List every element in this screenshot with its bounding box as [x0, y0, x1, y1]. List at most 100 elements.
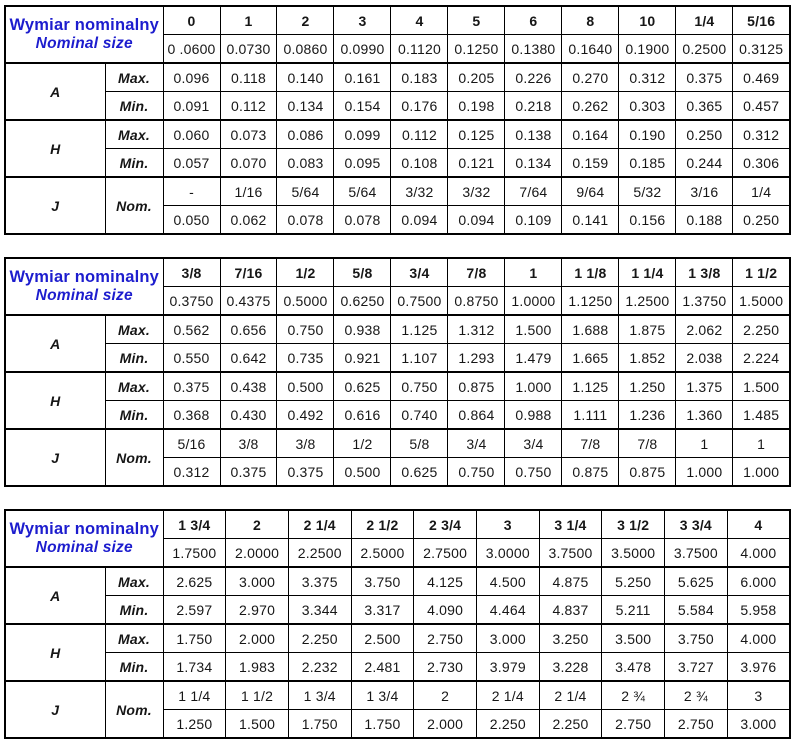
min-label-cell: Min.	[104, 595, 164, 625]
value-cell: 0.140	[276, 62, 335, 92]
min-label-cell: Min.	[104, 343, 164, 373]
header-label-polish: Wymiar nominalny	[9, 16, 160, 34]
value-cell: 1.293	[447, 343, 506, 373]
size-header-cell: 3 3/4	[664, 509, 728, 539]
value-cell: 0.073	[219, 119, 278, 149]
value-cell: 0.368	[162, 400, 221, 430]
value-cell: 0.988	[504, 400, 563, 430]
min-label-cell: Min.	[104, 652, 164, 682]
value-cell: 3/4	[447, 428, 506, 458]
value-cell: 3.750	[350, 566, 415, 596]
size-decimal-cell: 0.7500	[390, 286, 449, 316]
value-cell: 4.837	[538, 595, 603, 625]
size-header-cell: 4	[726, 509, 791, 539]
value-cell: 3.375	[287, 566, 352, 596]
min-label-cell: Min.	[104, 91, 164, 121]
size-header-cell: 10	[618, 5, 677, 35]
nominal-size-table-2: Wymiar nominalny Nominal size 3/8 7/16 1/2 5/…	[4, 257, 791, 487]
value-cell: 0.375	[675, 62, 734, 92]
dimension-label-cell-h: H	[4, 623, 106, 682]
value-cell: 0.164	[561, 119, 620, 149]
value-cell: 0.250	[732, 205, 791, 235]
value-cell: 0.562	[162, 314, 221, 344]
value-cell: 4.875	[538, 566, 603, 596]
size-decimal-cell: 0.3125	[732, 34, 791, 64]
value-cell: 0.134	[276, 91, 335, 121]
value-cell: 0.750	[390, 371, 449, 401]
size-decimal-cell: 0.5000	[276, 286, 335, 316]
value-cell: 0.060	[162, 119, 221, 149]
value-cell: 2.625	[162, 566, 227, 596]
value-cell: 0.057	[162, 148, 221, 178]
value-cell: 1.250	[618, 371, 677, 401]
min-label-cell: Min.	[104, 400, 164, 430]
value-cell: 1.125	[561, 371, 620, 401]
size-decimal-cell: 0.1250	[447, 34, 506, 64]
max-label-cell: Max.	[104, 566, 164, 596]
value-cell: 4.000	[726, 623, 791, 653]
dimension-label-cell-h: H	[4, 119, 106, 178]
size-header-cell: 1/4	[675, 5, 734, 35]
value-cell: 0.875	[561, 457, 620, 487]
dimension-label-cell-a: A	[4, 566, 106, 625]
size-decimal-cell: 2.0000	[225, 538, 289, 568]
value-cell: 1.479	[504, 343, 563, 373]
value-cell: 3	[726, 680, 791, 710]
value-cell: 4.464	[475, 595, 540, 625]
value-cell: 0.190	[618, 119, 677, 149]
value-cell: 1.000	[504, 371, 563, 401]
value-cell: 0.492	[276, 400, 335, 430]
value-cell: 5.584	[664, 595, 728, 625]
value-cell: 3/8	[219, 428, 278, 458]
value-cell: 4.125	[413, 566, 477, 596]
value-cell: 1.250	[162, 709, 227, 739]
value-cell: 2.970	[225, 595, 289, 625]
value-cell: 0.083	[276, 148, 335, 178]
value-cell: 3.976	[726, 652, 791, 682]
value-cell: 0.469	[732, 62, 791, 92]
nominal-size-table-1: Wymiar nominalny Nominal size 0 1 2 3 4 5 6 8 10 1/…	[4, 5, 791, 235]
value-cell: 1.111	[561, 400, 620, 430]
value-cell: 3.228	[538, 652, 603, 682]
value-cell: 3.727	[664, 652, 728, 682]
value-cell: 3/32	[390, 176, 449, 206]
size-header-cell: 5	[447, 5, 506, 35]
value-cell: 0.430	[219, 400, 278, 430]
value-cell: 4.500	[475, 566, 540, 596]
nominal-size-header-label: Wymiar nominalny Nominal size	[4, 5, 164, 64]
value-cell: 0.141	[561, 205, 620, 235]
dimension-label-cell-h: H	[4, 371, 106, 430]
value-cell: 0.086	[276, 119, 335, 149]
dimension-label-cell-j: J	[4, 176, 106, 235]
value-cell: 1.852	[618, 343, 677, 373]
size-decimal-cell: 0.0730	[219, 34, 278, 64]
value-cell: 0.070	[219, 148, 278, 178]
value-cell: 0.183	[390, 62, 449, 92]
value-cell: 1.750	[162, 623, 227, 653]
size-header-cell: 3 1/2	[601, 509, 666, 539]
size-header-cell: 5/16	[732, 5, 791, 35]
value-cell: 2 ¾	[664, 680, 728, 710]
size-header-cell: 7/8	[447, 257, 506, 287]
value-cell: 0.270	[561, 62, 620, 92]
size-decimal-cell: 0.1380	[504, 34, 563, 64]
value-cell: 3/16	[675, 176, 734, 206]
size-header-cell: 2 1/2	[350, 509, 415, 539]
value-cell: 0.095	[333, 148, 392, 178]
value-cell: 5/16	[162, 428, 221, 458]
value-cell: 1.485	[732, 400, 791, 430]
nominal-size-header-label: Wymiar nominalny Nominal size	[4, 509, 164, 568]
value-cell: 2.597	[162, 595, 227, 625]
value-cell: 0.500	[276, 371, 335, 401]
value-cell: 0.438	[219, 371, 278, 401]
nominal-size-header-label: Wymiar nominalny Nominal size	[4, 257, 164, 316]
value-cell: 2.224	[732, 343, 791, 373]
size-header-cell: 5/8	[333, 257, 392, 287]
value-cell: 0.154	[333, 91, 392, 121]
size-decimal-cell: 3.5000	[601, 538, 666, 568]
value-cell: 3.317	[350, 595, 415, 625]
size-header-cell: 1 1/4	[618, 257, 677, 287]
value-cell: -	[162, 176, 221, 206]
size-decimal-cell: 1.0000	[504, 286, 563, 316]
value-cell: 1	[732, 428, 791, 458]
